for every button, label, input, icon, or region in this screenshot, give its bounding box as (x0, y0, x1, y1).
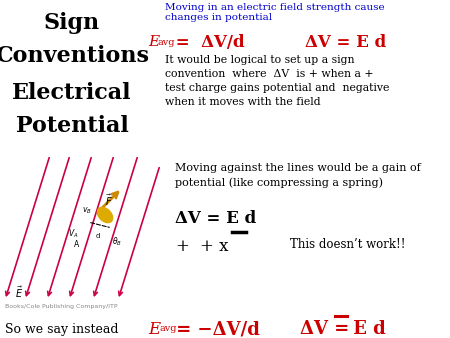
Text: $\vec{E}$: $\vec{E}$ (15, 285, 23, 300)
Text: + x: + x (200, 238, 229, 255)
Ellipse shape (97, 207, 112, 223)
Text: =  ΔV/d: = ΔV/d (170, 34, 245, 51)
Text: It would be logical to set up a sign
convention  where  ΔV  is + when a +
test c: It would be logical to set up a sign con… (165, 55, 389, 107)
Text: d: d (96, 233, 100, 239)
Text: A: A (74, 240, 79, 249)
Text: ΔV =: ΔV = (300, 320, 349, 338)
Text: E d: E d (347, 320, 386, 338)
Text: Conventions: Conventions (0, 45, 149, 67)
Text: avg: avg (158, 38, 176, 47)
Text: ΔV = E d: ΔV = E d (175, 210, 256, 227)
Text: E: E (148, 321, 160, 338)
Text: +: + (102, 211, 108, 219)
Text: $v_B$: $v_B$ (82, 205, 92, 216)
Text: +: + (175, 238, 189, 255)
Text: Sign: Sign (44, 12, 100, 34)
Text: This doesn’t work!!: This doesn’t work!! (290, 238, 405, 251)
Text: E: E (148, 35, 159, 49)
Text: avg: avg (159, 324, 176, 333)
Text: Books/Cole Publishing Company/ITP: Books/Cole Publishing Company/ITP (5, 304, 117, 309)
Text: Potential: Potential (16, 115, 128, 137)
Text: Moving against the lines would be a gain of
potential (like compressing a spring: Moving against the lines would be a gain… (175, 163, 421, 188)
Text: $V_A$: $V_A$ (68, 228, 79, 241)
Text: $\theta_B$: $\theta_B$ (112, 235, 122, 247)
Text: Electrical: Electrical (12, 82, 132, 104)
Text: So we say instead: So we say instead (5, 323, 118, 336)
Text: = −ΔV/d: = −ΔV/d (170, 320, 260, 338)
Text: Moving in an electric field strength cause
changes in potential: Moving in an electric field strength cau… (165, 3, 385, 22)
Text: ΔV = E d: ΔV = E d (305, 34, 386, 51)
Text: $\vec{F}$: $\vec{F}$ (105, 193, 113, 209)
